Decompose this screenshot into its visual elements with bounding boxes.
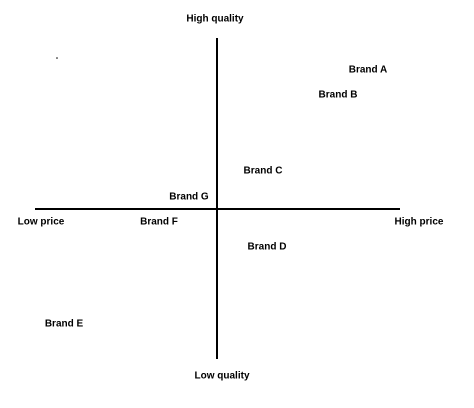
axis-label-top: High quality xyxy=(186,14,244,25)
brand-label: Brand F xyxy=(140,217,178,228)
brand-label: Brand C xyxy=(244,166,283,177)
dot xyxy=(56,57,58,59)
brand-label: Brand D xyxy=(248,242,287,253)
brand-label: Brand B xyxy=(319,90,358,101)
axis-label-right: High price xyxy=(395,217,444,228)
axis-label-bottom: Low quality xyxy=(195,371,250,382)
axis-label-left: Low price xyxy=(18,217,65,228)
brand-label: Brand A xyxy=(349,65,388,76)
brand-label: Brand E xyxy=(45,319,84,330)
brand-label: Brand G xyxy=(169,192,209,203)
